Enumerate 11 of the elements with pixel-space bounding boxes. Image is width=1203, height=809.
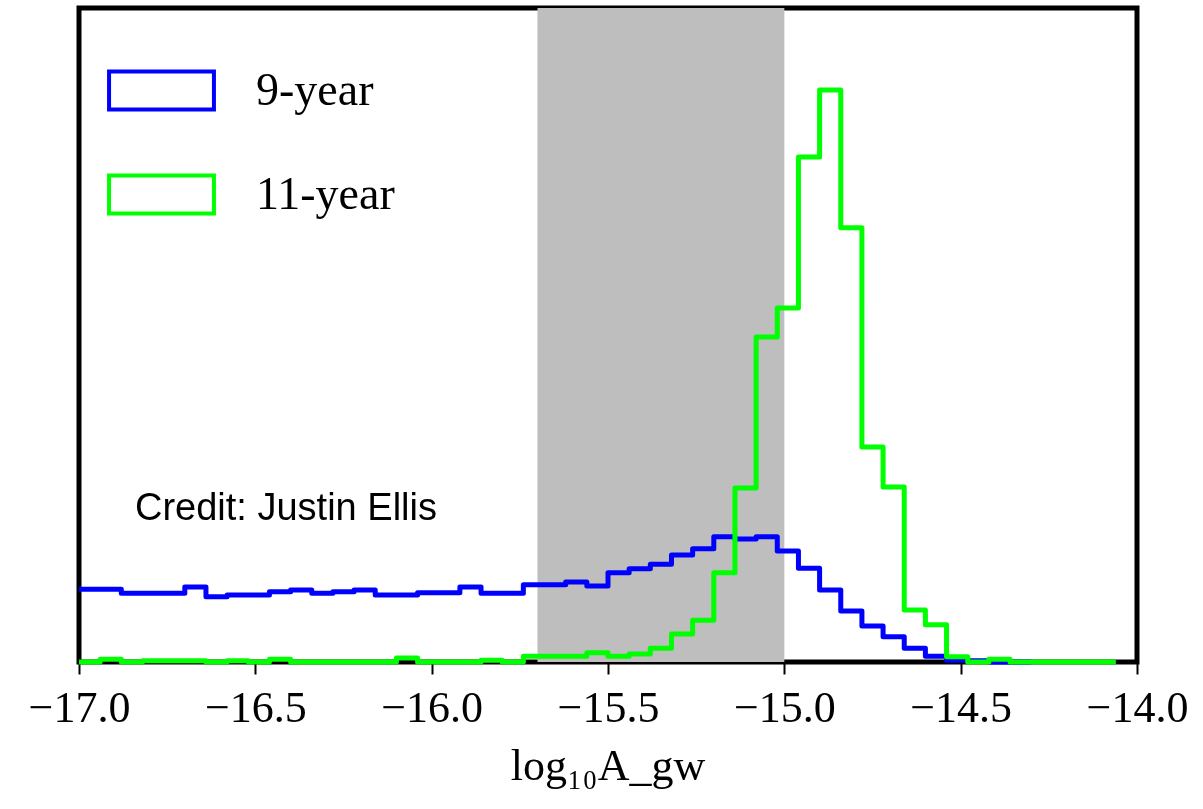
x-tick-label: −14.5 xyxy=(910,682,1013,732)
x-tick-label: −14.0 xyxy=(1086,682,1189,732)
annotation: Credit: Justin Ellis xyxy=(135,486,437,528)
x-tick-label: −15.0 xyxy=(733,682,836,732)
x-tick-label: −16.0 xyxy=(381,682,484,732)
legend-label: 9-year xyxy=(256,63,374,115)
x-axis-title: log₁₀A_gw xyxy=(510,741,706,790)
x-tick-label: −17.0 xyxy=(28,682,131,732)
x-tick-label: −15.5 xyxy=(557,682,660,732)
x-tick-label: −16.5 xyxy=(204,682,307,732)
legend-label: 11-year xyxy=(256,167,395,219)
